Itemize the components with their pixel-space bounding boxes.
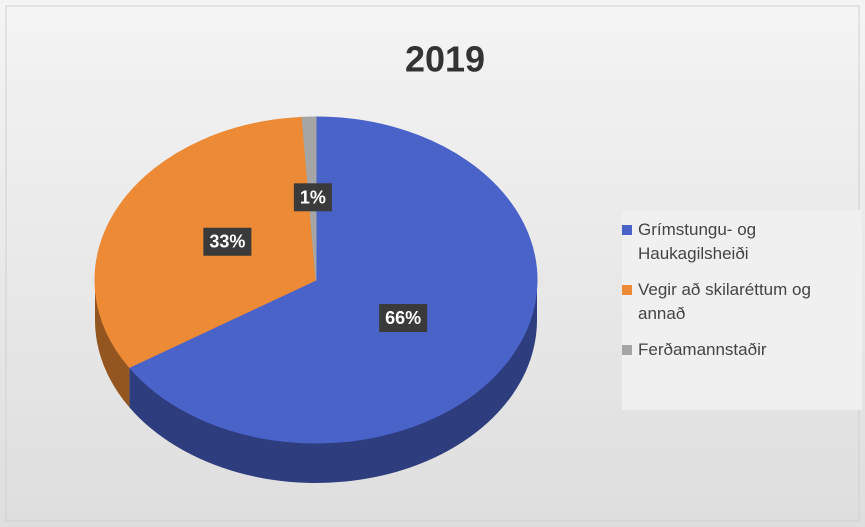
legend-label: Vegir að skilaréttum og annað: [638, 280, 811, 323]
legend-swatch: [622, 225, 632, 235]
data-label-box: [293, 183, 332, 212]
slice: [128, 116, 538, 444]
chart-title: 2019: [405, 39, 485, 80]
legend-entry: Grímstungu- og Haukagilsheiði: [622, 218, 862, 266]
data-label-box: [203, 227, 252, 256]
legend-label: Grímstungu- og Haukagilsheiði: [638, 220, 757, 263]
legend-entry: Ferðamannstaðir: [622, 338, 862, 362]
legend-swatch: [622, 345, 632, 355]
data-label-text: 33%: [209, 232, 245, 252]
legend-label: Ferðamannstaðir: [638, 340, 767, 359]
data-label-text: 66%: [385, 308, 421, 328]
slice-side: [129, 280, 537, 483]
legend-box: [622, 210, 862, 410]
legend-entry: Vegir að skilaréttum og annað: [622, 278, 862, 326]
data-label: 33%: [203, 227, 252, 256]
data-label-box: [379, 304, 428, 333]
data-label: 66%: [379, 304, 428, 333]
legend-swatch: [622, 285, 632, 295]
data-label: 1%: [293, 183, 332, 212]
data-label-text: 1%: [300, 187, 326, 207]
